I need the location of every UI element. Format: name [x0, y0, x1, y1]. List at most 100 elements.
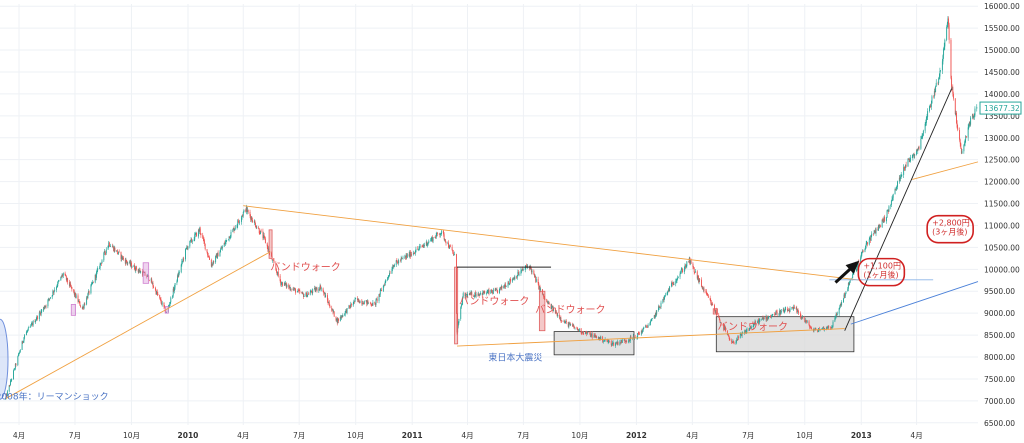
candle-body [353, 300, 355, 304]
candle-body [628, 341, 629, 342]
candle-body [684, 265, 686, 269]
candle-body [146, 275, 148, 278]
candle-body [233, 228, 235, 231]
candle-body [366, 300, 368, 305]
candle-body [926, 116, 928, 118]
candle-body [266, 243, 268, 247]
candle-body [933, 90, 935, 97]
candle-body [418, 247, 420, 250]
candle-body [754, 321, 756, 325]
candle-body [365, 300, 367, 302]
candle-body [52, 291, 54, 296]
candle-body [294, 288, 296, 290]
candle-body [844, 293, 846, 297]
candle-body [198, 229, 200, 232]
candle-body [776, 311, 777, 312]
candle-body [659, 306, 661, 308]
candle-body [105, 249, 107, 254]
candle-body [561, 320, 562, 322]
candle-body [344, 314, 346, 315]
candle-body [424, 245, 425, 246]
candle-body [830, 327, 832, 329]
candle-body [806, 321, 808, 323]
candle-body [650, 321, 652, 324]
candle-body [913, 154, 915, 156]
candle-body [921, 137, 922, 139]
candle-body [498, 288, 500, 294]
candle-body [766, 316, 768, 320]
candle-body [620, 340, 622, 343]
candle-body [570, 324, 572, 325]
candle-body [555, 312, 557, 314]
candle-body [97, 268, 99, 271]
candle-body [873, 230, 875, 234]
candle-body [753, 323, 755, 327]
candle-body [905, 164, 907, 167]
candle-body [699, 279, 701, 280]
candle-body [634, 336, 636, 338]
candle-body [668, 289, 670, 292]
candle-body [299, 290, 301, 293]
candle-body [405, 256, 406, 258]
candle-body [710, 302, 712, 306]
candle-body [191, 239, 193, 242]
candle-body [90, 285, 92, 294]
candle-body [113, 247, 115, 252]
candle-body [281, 282, 283, 284]
candle-body [809, 327, 811, 329]
candle-body [878, 224, 879, 231]
candle-body [801, 316, 803, 318]
candle-body [959, 130, 961, 140]
candle-body [348, 305, 350, 309]
candle-body [521, 270, 523, 272]
candle-body [323, 293, 325, 294]
candle-body [613, 342, 615, 346]
candle-body [676, 278, 678, 281]
candle-body [28, 327, 30, 328]
candle-body [122, 257, 124, 259]
candle-body [256, 227, 258, 229]
candle-body [797, 309, 799, 312]
candle-body [181, 261, 183, 265]
candle-body [9, 380, 11, 386]
candle-body [763, 317, 765, 320]
candle-body [234, 227, 236, 229]
candle-body [654, 315, 656, 318]
candle-body [112, 246, 114, 248]
signal-marker-box [454, 266, 459, 345]
candle-body [690, 260, 692, 264]
candle-body [584, 331, 586, 335]
candle-body [755, 321, 757, 323]
signal-marker-box [538, 290, 546, 332]
candle-body [486, 293, 487, 294]
candle-body [73, 291, 75, 296]
candle-body [899, 177, 901, 179]
candle-body [462, 293, 464, 298]
candle-body [952, 86, 954, 94]
candle-body [682, 269, 683, 273]
candle-body [62, 273, 64, 276]
candle-body [194, 234, 196, 235]
candle-body [638, 333, 640, 335]
candle-body [475, 294, 477, 297]
candle-body [473, 295, 475, 297]
candle-body [422, 245, 424, 247]
candle-body [361, 300, 363, 304]
candle-body [319, 285, 321, 290]
candle-body [338, 318, 339, 321]
y-tick-label: 11500.00 [984, 200, 1020, 209]
candle-body [142, 271, 143, 276]
gain-callout-text: +2,800円 [932, 219, 970, 228]
candle-body [469, 292, 471, 296]
candle-body [563, 321, 565, 322]
candle-body [484, 291, 486, 294]
candle-body [625, 340, 627, 342]
candle-body [796, 308, 798, 313]
candle-body [43, 307, 45, 309]
candle-body [314, 288, 316, 291]
candle-body [247, 210, 249, 212]
candle-body [921, 135, 923, 138]
candle-body [129, 261, 131, 263]
candle-body [182, 258, 184, 262]
candle-body [718, 314, 720, 318]
